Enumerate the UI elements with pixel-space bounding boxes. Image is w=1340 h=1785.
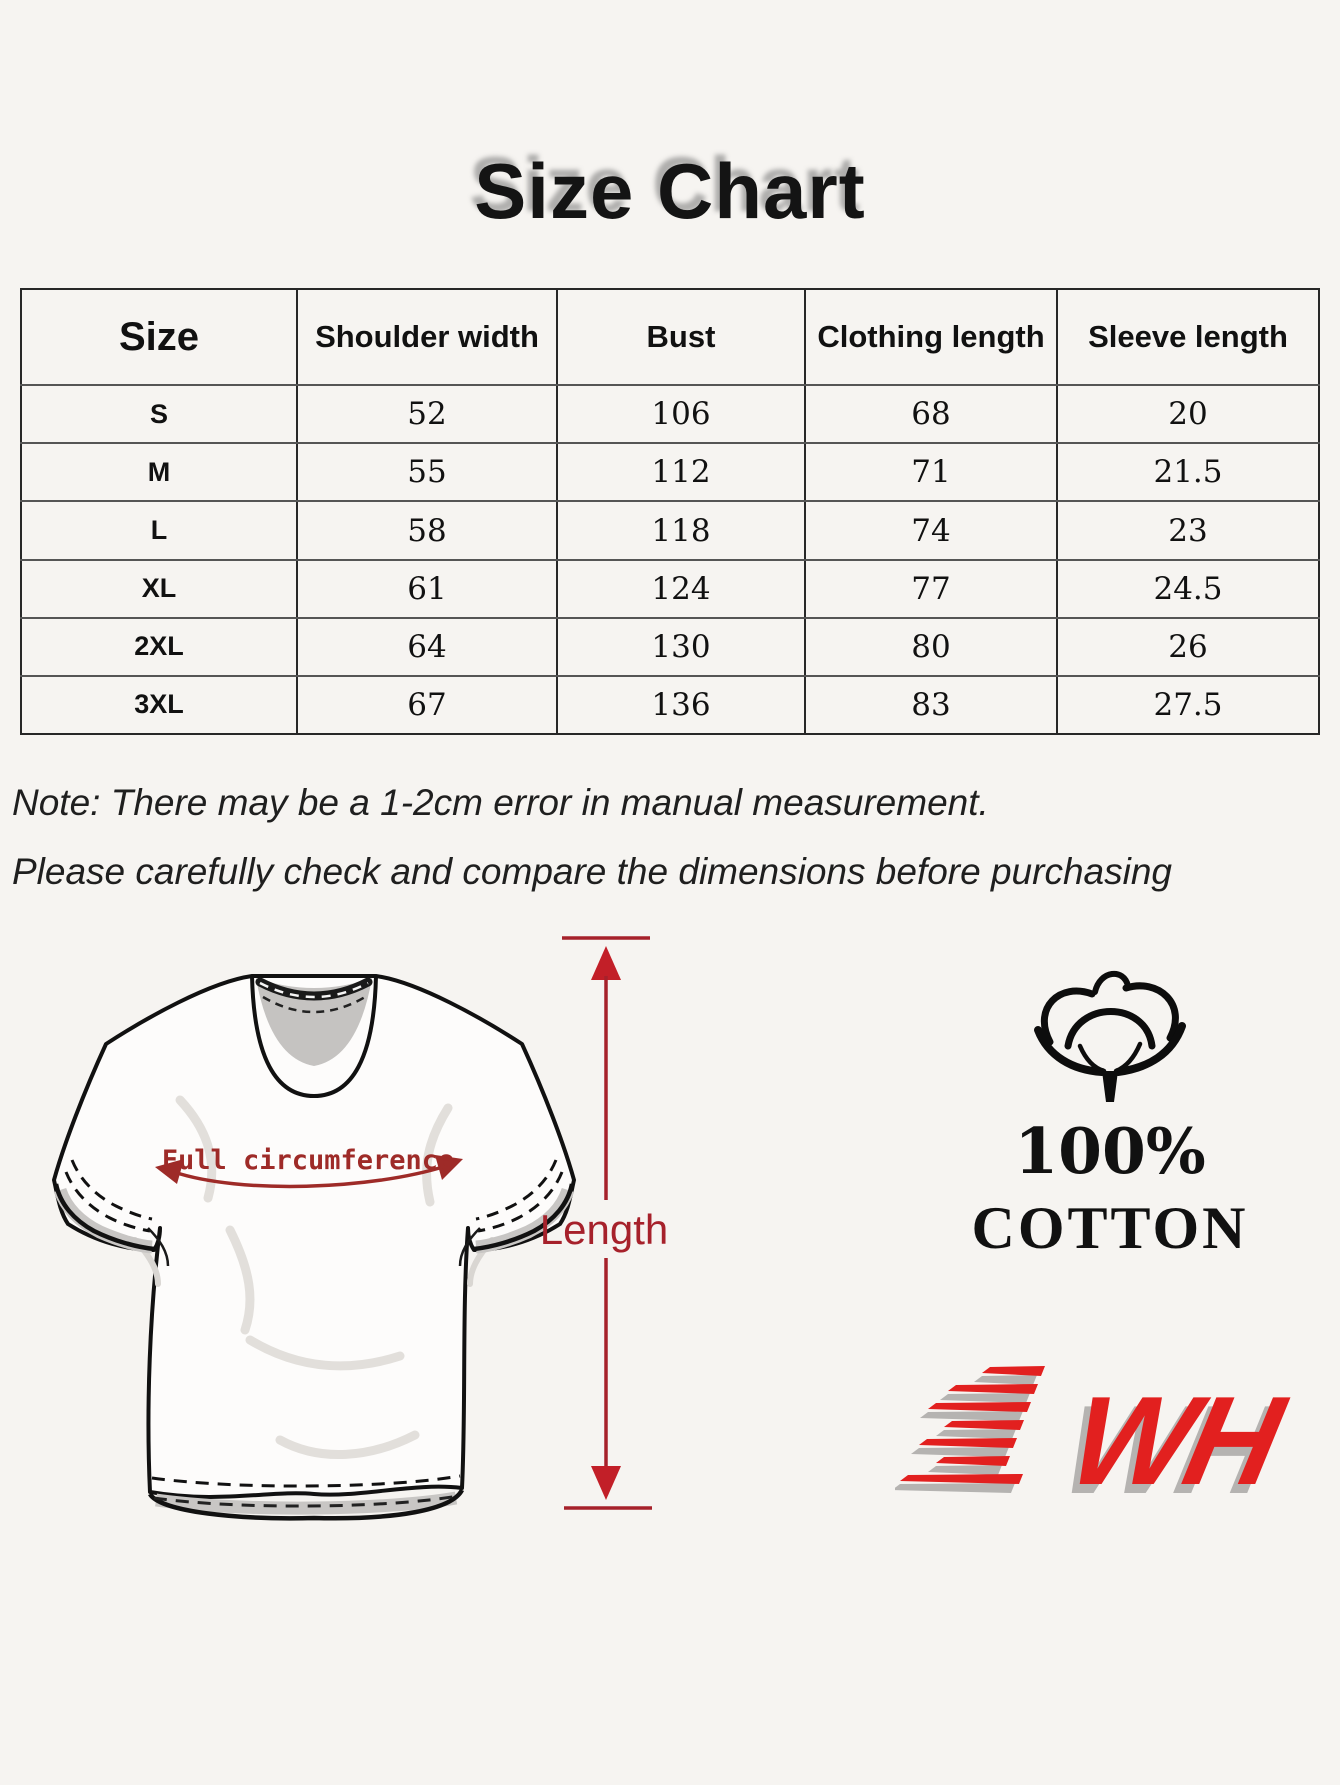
table-cell: 124	[556, 558, 806, 619]
column-header-sleeve-length: Sleeve length	[1056, 287, 1320, 387]
column-header-size: Size	[20, 287, 298, 387]
table-cell: 64	[296, 616, 558, 677]
collar	[250, 975, 378, 1099]
note-line-2: Please carefully check and compare the d…	[12, 851, 1172, 892]
table-cell: 61	[296, 558, 558, 619]
size-cell: XL	[20, 558, 298, 619]
size-cell: L	[20, 500, 298, 561]
column-header-shoulder-width: Shoulder width	[296, 287, 558, 387]
cotton-percent: 100%	[1014, 1114, 1206, 1188]
table-cell: 83	[804, 674, 1058, 736]
table-cell: 55	[296, 442, 558, 503]
right-sleeve-cuff	[473, 1159, 575, 1254]
table-cell: 112	[556, 442, 806, 503]
table-cell: 52	[296, 384, 558, 445]
table-row: XL 61 124 77 24.5	[20, 558, 1320, 619]
size-table: Size Shoulder width Bust Clothing length…	[20, 287, 1320, 736]
full-circumference-label: Full circumference	[162, 1145, 455, 1176]
table-cell: 26	[1056, 616, 1320, 677]
table-row: S 52 106 68 20	[20, 384, 1320, 445]
table-cell: 68	[804, 384, 1058, 445]
left-sleeve-cuff	[53, 1159, 155, 1254]
size-cell: 2XL	[20, 616, 298, 677]
table-row: L 58 118 74 23	[20, 500, 1320, 561]
page-title: Size Chart	[474, 147, 866, 235]
table-row: M 55 112 71 21.5	[20, 442, 1320, 503]
table-header-row: Size Shoulder width Bust Clothing length…	[20, 287, 1320, 387]
size-cell: S	[20, 384, 298, 445]
arrowhead-left	[155, 1159, 184, 1184]
armpit-creases	[147, 1227, 481, 1267]
table-cell: 58	[296, 500, 558, 561]
table-row: 2XL 64 130 80 26	[20, 616, 1320, 677]
note-line-1: Note: There may be a 1-2cm error in manu…	[12, 782, 989, 823]
length-arrow: Length	[540, 936, 668, 1510]
ewh-logo: WH	[895, 1366, 1298, 1507]
table-cell: 118	[556, 500, 806, 561]
table-cell: 21.5	[1056, 442, 1320, 503]
table-cell: 80	[804, 616, 1058, 677]
length-label: Length	[540, 1206, 668, 1253]
table-cell: 77	[804, 558, 1058, 619]
column-header-bust: Bust	[556, 287, 806, 387]
table-row: 3XL 67 136 83 27.5	[20, 674, 1320, 736]
table-cell: 106	[556, 384, 806, 445]
table-cell: 130	[556, 616, 806, 677]
cotton-badge: 100% COTTON	[955, 960, 1265, 1263]
table-cell: 67	[296, 674, 558, 736]
cotton-word: COTTON	[971, 1195, 1249, 1261]
size-cell: 3XL	[20, 674, 298, 736]
table-cell: 20	[1056, 384, 1320, 445]
table-cell: 136	[556, 674, 806, 736]
table-cell: 23	[1056, 500, 1320, 561]
tshirt-measurement-diagram: Full circumference Length	[52, 936, 668, 1521]
table-cell: 71	[804, 442, 1058, 503]
column-header-clothing-length: Clothing length	[804, 287, 1058, 387]
table-cell: 74	[804, 500, 1058, 561]
arrowhead-right	[435, 1155, 463, 1180]
full-circumference-arrow: Full circumference	[155, 1145, 463, 1189]
size-cell: M	[20, 442, 298, 503]
hem-band	[148, 1474, 465, 1521]
cotton-flower-icon	[1034, 970, 1186, 1102]
measurement-note: Note: There may be a 1-2cm error in manu…	[12, 768, 1338, 906]
table-cell: 24.5	[1056, 558, 1320, 619]
table-cell: 27.5	[1056, 674, 1320, 736]
